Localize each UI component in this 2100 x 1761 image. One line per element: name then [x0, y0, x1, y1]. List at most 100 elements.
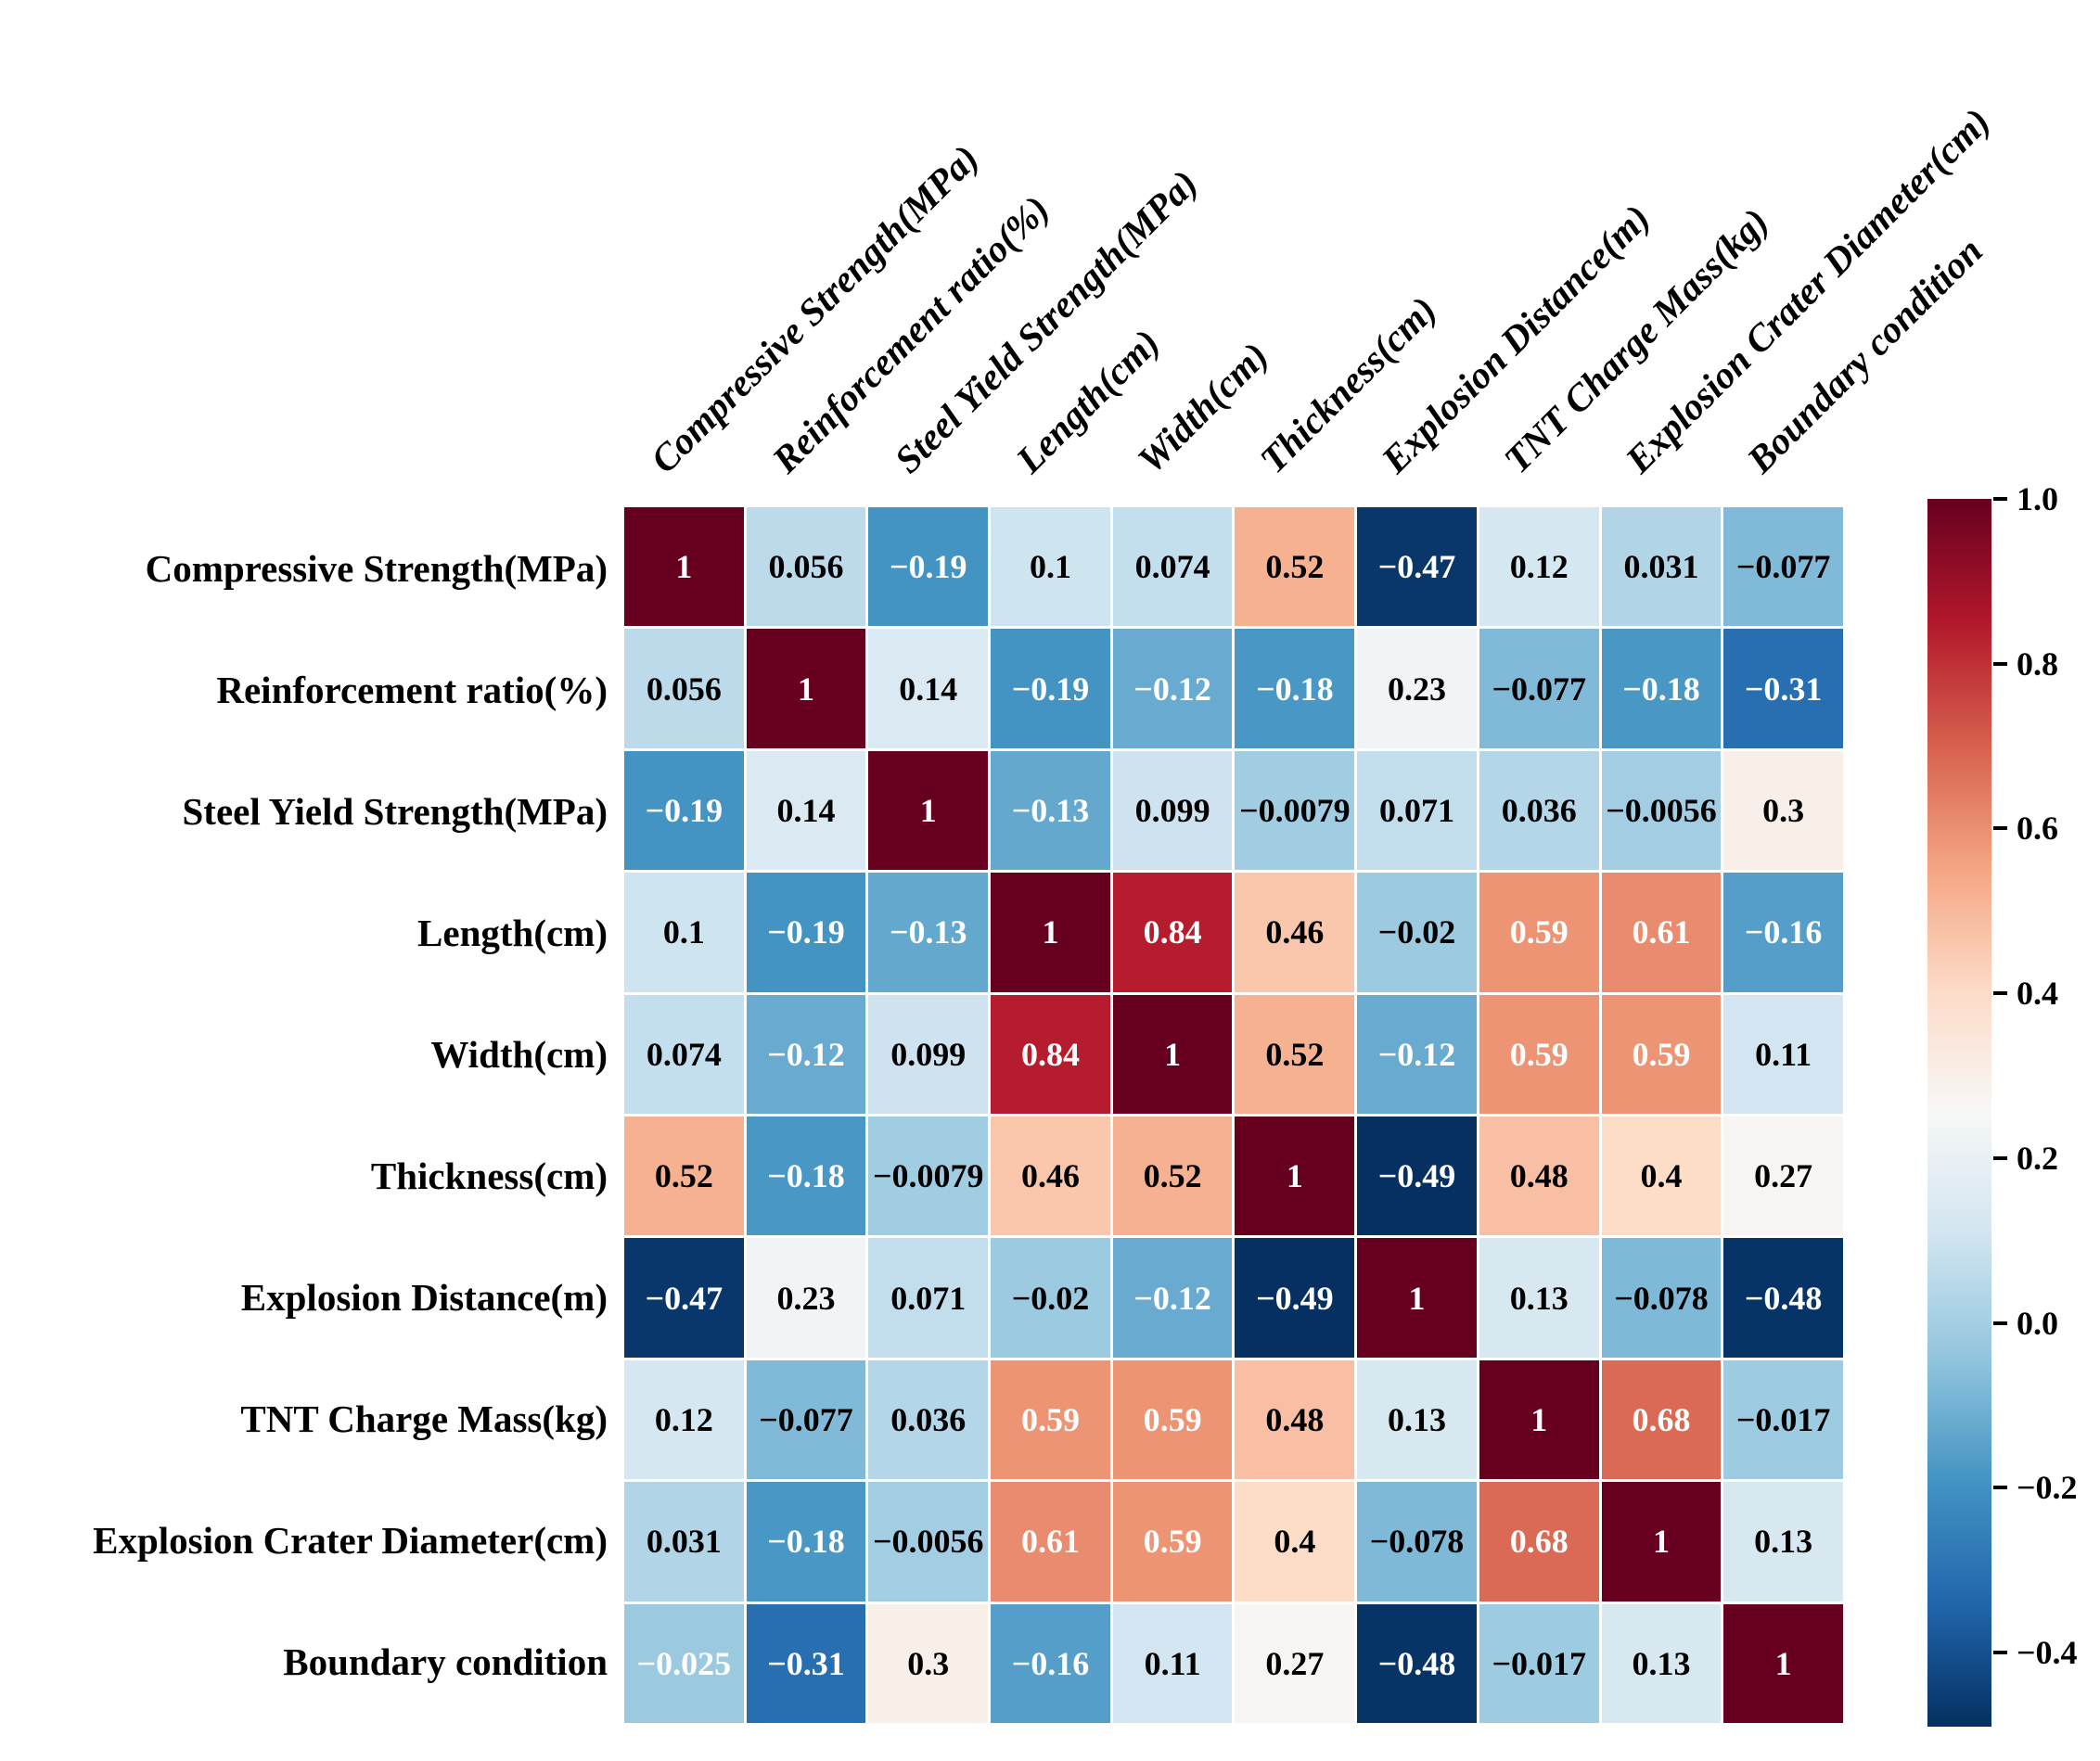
- heatmap-cell: −0.02: [991, 1238, 1110, 1358]
- heatmap-cell: −0.0056: [1601, 750, 1722, 871]
- heatmap-cell: −0.13: [991, 750, 1110, 871]
- colorbar-tick-mark: [1993, 1321, 2007, 1325]
- colorbar-tick-mark: [1993, 661, 2007, 666]
- heatmap-cell: 0.074: [1112, 507, 1233, 627]
- heatmap-cell: −0.18: [746, 1482, 866, 1601]
- heatmap-cell: −0.077: [1479, 629, 1599, 748]
- colorbar-tick-mark: [1993, 1486, 2007, 1490]
- heatmap-cell: 0.59: [1112, 1359, 1233, 1480]
- heatmap-cell: 0.4: [1235, 1482, 1355, 1601]
- heatmap-cell: 0.48: [1235, 1359, 1355, 1480]
- heatmap-cell: −0.49: [1235, 1238, 1355, 1358]
- heatmap-cell: 0.13: [1601, 1603, 1722, 1723]
- heatmap-cell: −0.18: [1235, 629, 1355, 748]
- heatmap-grid: 1 0.056 −0.19 0.1 0.074 0.52 −0.47 0.12 0.031 −0.…: [624, 507, 1843, 1723]
- heatmap-cell: −0.017: [1723, 1359, 1843, 1480]
- heatmap-cell: 0.056: [624, 629, 744, 748]
- heatmap-cell: 0.46: [1235, 873, 1355, 992]
- heatmap-cell: 0.68: [1601, 1359, 1722, 1480]
- row-label: TNT Charge Mass(kg): [240, 1397, 608, 1441]
- colorbar-tick-label: 0.0: [2017, 1304, 2058, 1342]
- heatmap-cell: 0.61: [1601, 873, 1722, 992]
- row-label: Explosion Distance(m): [240, 1276, 608, 1320]
- heatmap-cell: 1: [991, 873, 1110, 992]
- heatmap-cell: 0.59: [1479, 994, 1599, 1114]
- heatmap-cell: 0.68: [1479, 1482, 1599, 1601]
- heatmap-cell: 1: [624, 507, 744, 627]
- row-label: Steel Yield Strength(MPa): [182, 789, 608, 833]
- heatmap-cell: −0.31: [1723, 629, 1843, 748]
- heatmap-cell: −0.18: [1601, 629, 1722, 748]
- heatmap-cell: 0.3: [1723, 750, 1843, 871]
- row-label: Reinforcement ratio(%): [216, 668, 608, 711]
- colorbar-tick-label: −0.2: [2017, 1469, 2078, 1507]
- heatmap-cell: −0.18: [746, 1116, 866, 1236]
- heatmap-cell: −0.12: [746, 994, 866, 1114]
- heatmap-cell: 0.52: [1112, 1116, 1233, 1236]
- colorbar-tick-label: 0.4: [2017, 975, 2058, 1013]
- column-header: Boundary condition: [1738, 228, 1991, 481]
- heatmap-cell: 0.056: [746, 507, 866, 627]
- row-label: Compressive Strength(MPa): [145, 546, 608, 590]
- heatmap-cell: −0.0056: [868, 1482, 989, 1601]
- heatmap-cell: 0.11: [1112, 1603, 1233, 1723]
- heatmap-cell: −0.19: [991, 629, 1110, 748]
- heatmap-cell: −0.078: [1357, 1482, 1477, 1601]
- heatmap-cell: 0.3: [868, 1603, 989, 1723]
- heatmap-cell: 0.036: [868, 1359, 989, 1480]
- heatmap-cell: −0.47: [1357, 507, 1477, 627]
- heatmap-cell: 1: [1723, 1603, 1843, 1723]
- colorbar-tick-label: 0.6: [2017, 810, 2058, 848]
- row-label: Explosion Crater Diameter(cm): [93, 1519, 608, 1563]
- heatmap-cell: 0.4: [1601, 1116, 1722, 1236]
- heatmap-cell: 1: [868, 750, 989, 871]
- heatmap-cell: 0.48: [1479, 1116, 1599, 1236]
- heatmap-cell: 1: [1235, 1116, 1355, 1236]
- heatmap-cell: −0.12: [1112, 1238, 1233, 1358]
- colorbar-tick-mark: [1993, 497, 2007, 501]
- heatmap-cell: 0.84: [991, 994, 1110, 1114]
- colorbar: [1927, 499, 1991, 1727]
- heatmap-cell: 0.23: [746, 1238, 866, 1358]
- colorbar-tick-label: −0.4: [2017, 1634, 2078, 1672]
- heatmap-cell: 0.61: [991, 1482, 1110, 1601]
- colorbar-tick-label: 0.2: [2017, 1139, 2058, 1177]
- heatmap-cell: 0.071: [868, 1238, 989, 1358]
- row-label: Thickness(cm): [370, 1155, 608, 1198]
- heatmap-cell: −0.077: [746, 1359, 866, 1480]
- heatmap-cell: 0.14: [746, 750, 866, 871]
- heatmap-cell: −0.31: [746, 1603, 866, 1723]
- heatmap-cell: 0.14: [868, 629, 989, 748]
- heatmap-cell: −0.47: [624, 1238, 744, 1358]
- heatmap-cell: 0.099: [868, 994, 989, 1114]
- heatmap-cell: 0.031: [1601, 507, 1722, 627]
- heatmap-cell: 0.12: [624, 1359, 744, 1480]
- heatmap-cell: 0.59: [1479, 873, 1599, 992]
- heatmap-cell: −0.017: [1479, 1603, 1599, 1723]
- heatmap-cell: 0.27: [1723, 1116, 1843, 1236]
- heatmap-cell: 0.23: [1357, 629, 1477, 748]
- row-label: Boundary condition: [283, 1640, 608, 1684]
- heatmap-cell: 1: [1479, 1359, 1599, 1480]
- heatmap-cell: −0.077: [1723, 507, 1843, 627]
- heatmap-cell: 1: [1601, 1482, 1722, 1601]
- heatmap-cell: 0.46: [991, 1116, 1110, 1236]
- heatmap-cell: −0.16: [1723, 873, 1843, 992]
- heatmap-cell: −0.0079: [1235, 750, 1355, 871]
- heatmap-cell: −0.19: [868, 507, 989, 627]
- heatmap-cell: 0.27: [1235, 1603, 1355, 1723]
- colorbar-tick-mark: [1993, 991, 2007, 996]
- heatmap-cell: 0.074: [624, 994, 744, 1114]
- heatmap-cell: 0.12: [1479, 507, 1599, 627]
- colorbar-tick-label: 0.8: [2017, 644, 2058, 683]
- heatmap-cell: −0.025: [624, 1603, 744, 1723]
- heatmap-cell: −0.16: [991, 1603, 1110, 1723]
- heatmap-cell: 0.59: [1601, 994, 1722, 1114]
- row-label: Width(cm): [430, 1032, 608, 1076]
- colorbar-tick-label: 1.0: [2017, 480, 2058, 517]
- colorbar-tick-mark: [1993, 1155, 2007, 1160]
- heatmap-cell: −0.078: [1601, 1238, 1722, 1358]
- heatmap-cell: 0.11: [1723, 994, 1843, 1114]
- heatmap-cell: 0.52: [624, 1116, 744, 1236]
